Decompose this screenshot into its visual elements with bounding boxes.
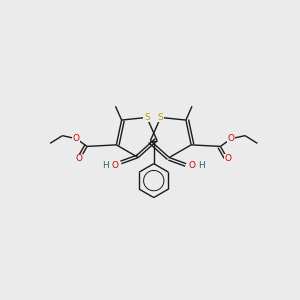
Text: H: H — [198, 161, 205, 170]
Text: S: S — [158, 113, 164, 122]
Text: H: H — [103, 161, 109, 170]
Text: O: O — [225, 154, 232, 163]
Text: S: S — [144, 113, 150, 122]
Text: O: O — [189, 161, 196, 170]
Text: O: O — [73, 134, 80, 143]
Text: O: O — [76, 154, 83, 163]
Text: O: O — [228, 134, 235, 143]
Text: O: O — [112, 161, 119, 170]
